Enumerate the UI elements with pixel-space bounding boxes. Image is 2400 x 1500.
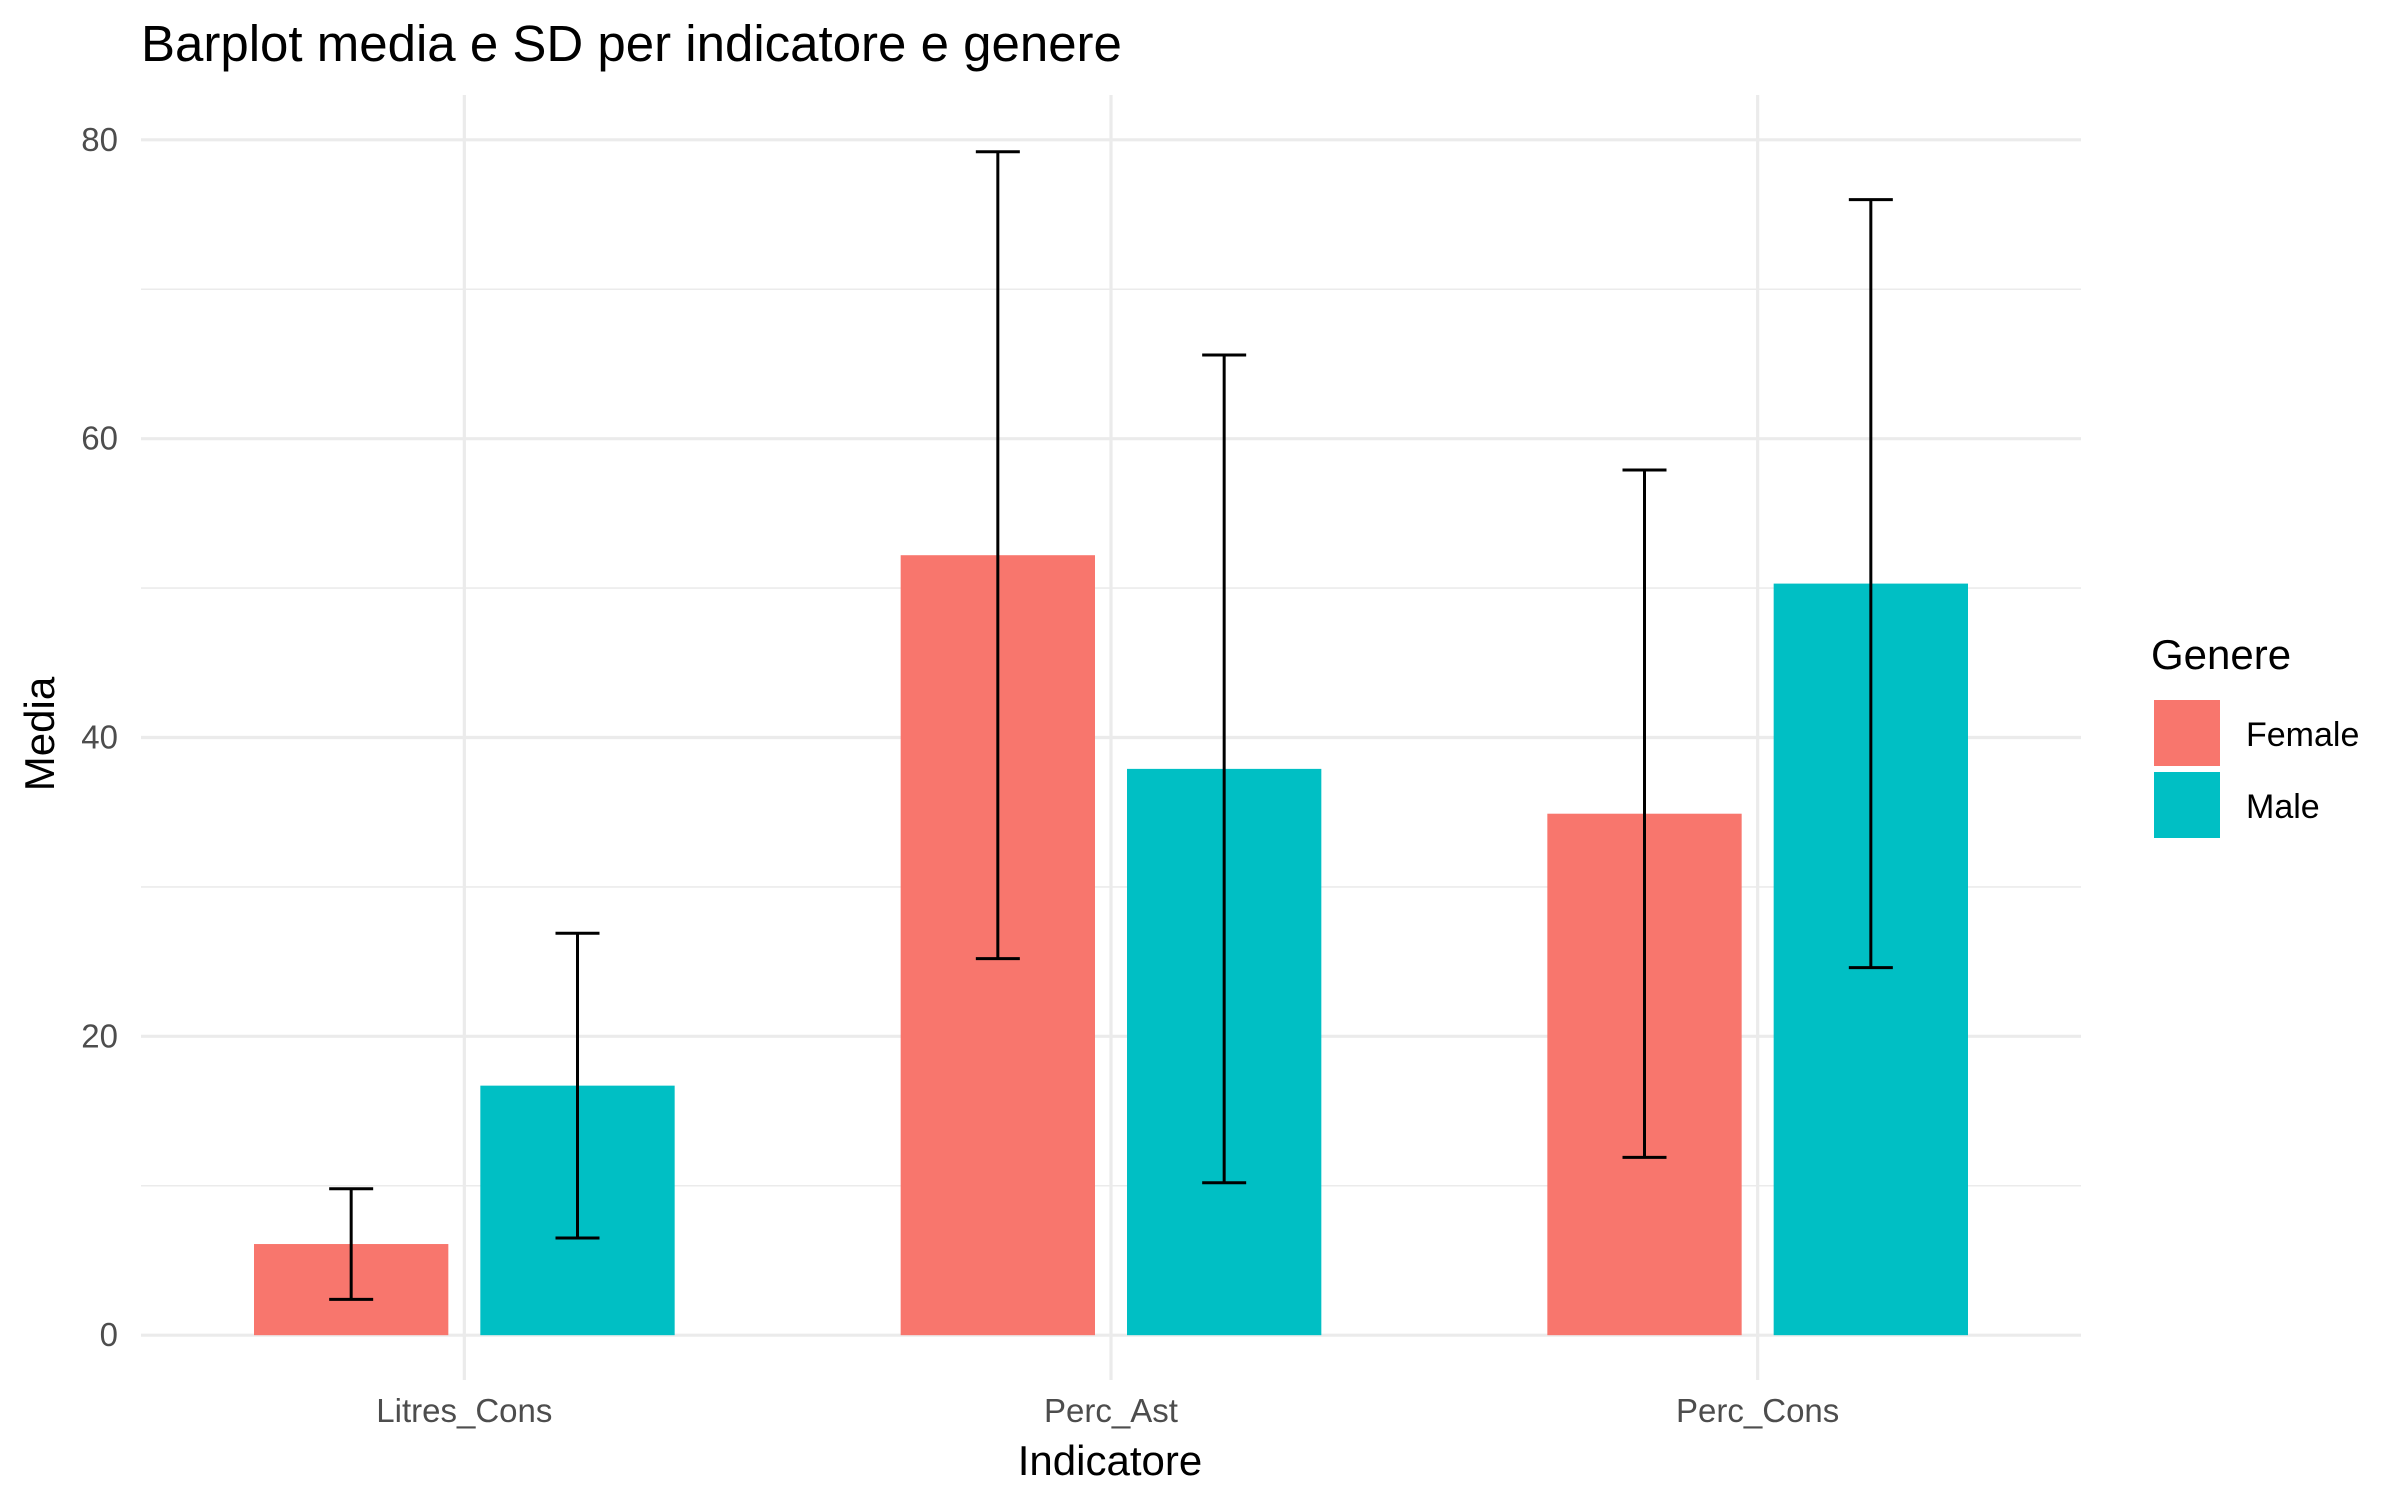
error-bars (329, 150, 1893, 1301)
legend-key-male (2154, 772, 2220, 838)
y-tick-label: 40 (81, 719, 118, 756)
chart-title: Barplot media e SD per indicatore e gene… (141, 15, 1122, 72)
y-tick-label: 20 (81, 1017, 118, 1054)
grid (141, 95, 2081, 1380)
legend-label-male: Male (2246, 788, 2320, 826)
x-tick-label: Litres_Cons (376, 1392, 552, 1429)
y-tick-label: 0 (100, 1316, 118, 1353)
legend-label-female: Female (2246, 716, 2359, 754)
error-bar (1202, 353, 1247, 1185)
legend-key-female (2154, 700, 2220, 766)
x-tick-label: Perc_Ast (1044, 1392, 1178, 1429)
x-tick-label: Perc_Cons (1676, 1392, 1839, 1429)
y-axis-title: Media (16, 676, 63, 791)
y-tick-label: 80 (81, 121, 118, 158)
error-bar (1848, 198, 1893, 970)
error-bar (555, 931, 600, 1240)
error-bar (1622, 468, 1667, 1159)
error-bar (975, 150, 1020, 961)
y-tick-label: 60 (81, 420, 118, 457)
x-axis-title: Indicatore (1018, 1437, 1202, 1484)
legend: Genere Female Male (2151, 631, 2359, 838)
error-bar (329, 1187, 374, 1301)
tick-labels: 0 20 40 60 80 Litres_Cons Perc_Ast Perc_Cons (81, 121, 1839, 1429)
legend-title: Genere (2151, 631, 2291, 678)
